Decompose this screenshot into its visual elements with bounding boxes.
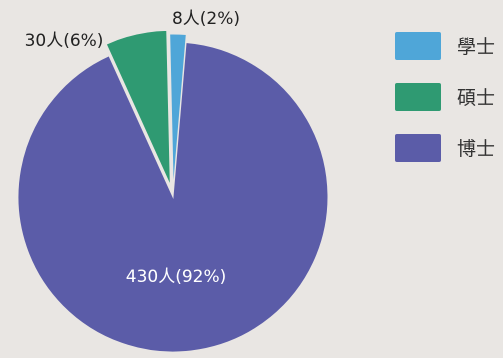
legend-swatch-1 bbox=[395, 32, 441, 60]
legend-label-2: 碩士 bbox=[457, 87, 495, 109]
pie-slice-2 bbox=[105, 29, 171, 186]
slice-label-2: 30人(6%) bbox=[25, 31, 104, 51]
pie-slice-1 bbox=[169, 33, 187, 190]
legend-label-1: 學士 bbox=[457, 36, 495, 58]
slices-layer bbox=[17, 29, 329, 353]
legend-swatch-3 bbox=[395, 134, 441, 162]
slice-label-1: 8人(2%) bbox=[172, 9, 240, 29]
legend-label-3: 博士 bbox=[457, 138, 495, 160]
data-labels-layer: 8人(2%) 30人(6%) 430人(92%) bbox=[25, 9, 240, 287]
pie-slice-3 bbox=[17, 42, 329, 353]
legend-swatch-2 bbox=[395, 83, 441, 111]
slice-label-3: 430人(92%) bbox=[126, 267, 227, 287]
